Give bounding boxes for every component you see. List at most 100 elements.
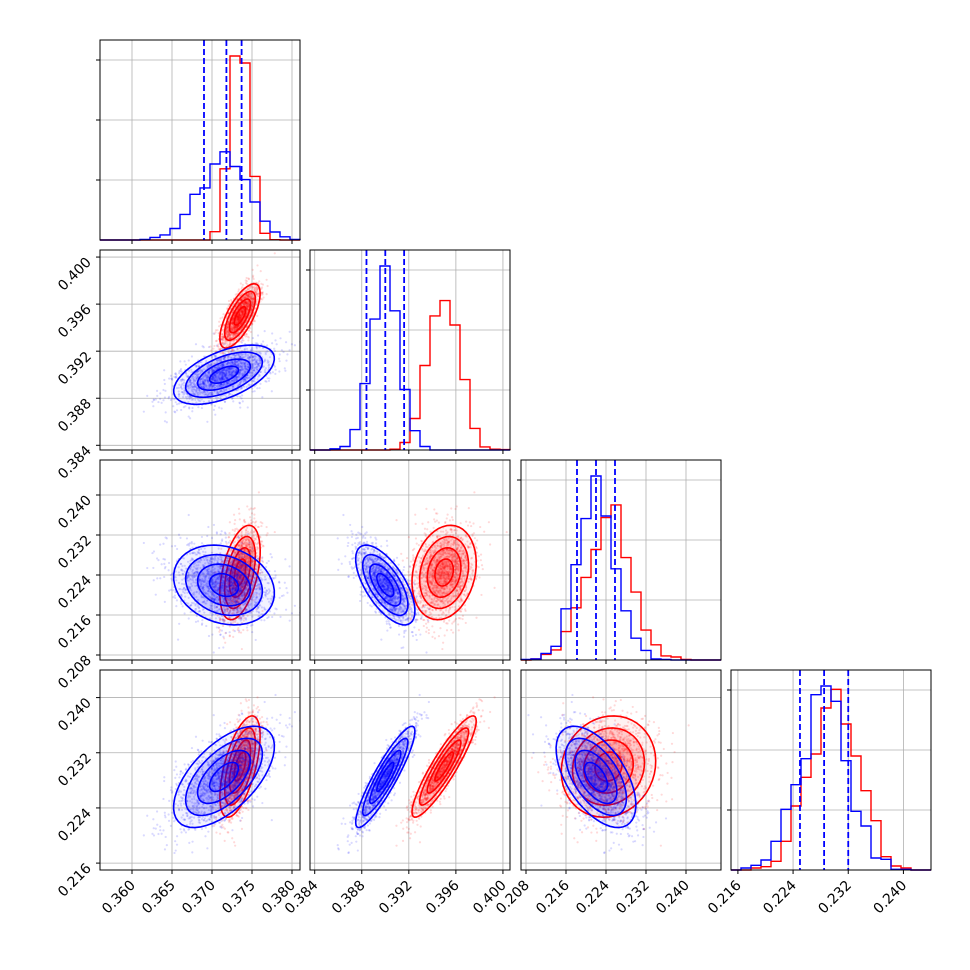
scatter-point (218, 371, 221, 374)
scatter-point (251, 285, 254, 289)
scatter-point (230, 371, 233, 374)
scatter-point (238, 318, 242, 322)
scatter-point (240, 309, 243, 312)
scatter-point (250, 299, 253, 303)
scatter-point (227, 382, 230, 385)
scatter-point (246, 304, 250, 308)
scatter-point (247, 365, 250, 369)
scatter-point (232, 400, 235, 403)
scatter-point (236, 347, 239, 351)
scatter-point (187, 400, 190, 404)
scatter-point (238, 313, 241, 317)
scatter-point (219, 359, 223, 362)
scatter-point (237, 318, 240, 321)
scatter-point (247, 292, 250, 295)
scatter-point (253, 286, 256, 289)
scatter-point (239, 317, 242, 320)
scatter-point (237, 313, 240, 316)
scatter-point (264, 367, 267, 370)
scatter-point (237, 315, 240, 318)
scatter-point (239, 355, 242, 358)
scatter-point (236, 319, 239, 322)
scatter-point (253, 385, 256, 388)
scatter-point (240, 309, 243, 312)
scatter-point (236, 319, 239, 322)
scatter-point (163, 420, 167, 423)
scatter-point (207, 365, 210, 368)
scatter-point (253, 517, 256, 520)
scatter-point (226, 363, 229, 366)
scatter-point (209, 383, 213, 387)
scatter-point (203, 393, 207, 396)
scatter-point (193, 383, 196, 386)
scatter-point (205, 374, 208, 377)
scatter-point (237, 320, 240, 323)
scatter-point (252, 297, 255, 300)
scatter-point (232, 334, 235, 337)
scatter-point (235, 377, 238, 380)
scatter-point (142, 410, 145, 413)
scatter-point (239, 368, 242, 371)
scatter-point (211, 375, 214, 378)
scatter-point (216, 329, 219, 332)
scatter-point (286, 353, 289, 356)
scatter-point (234, 354, 237, 358)
scatter-point (253, 380, 256, 383)
scatter-point (244, 378, 247, 381)
scatter-point (223, 352, 227, 355)
scatter-point (247, 301, 250, 304)
scatter-point (209, 397, 212, 400)
scatter-point (194, 393, 197, 396)
scatter-point (267, 364, 270, 367)
scatter-point (229, 360, 233, 363)
scatter-point (169, 398, 172, 402)
scatter-point (222, 372, 225, 376)
scatter-point (192, 378, 195, 381)
scatter-point (215, 372, 218, 375)
scatter-point (226, 307, 229, 310)
scatter-point (228, 374, 231, 377)
scatter-point (235, 325, 239, 328)
scatter-point (251, 306, 254, 309)
scatter-point (240, 298, 243, 302)
scatter-point (218, 390, 221, 393)
scatter-point (219, 342, 222, 346)
scatter-point (221, 374, 224, 377)
scatter-point (242, 310, 245, 313)
scatter-point (224, 339, 228, 342)
scatter-point (225, 345, 228, 348)
scatter-point (237, 319, 240, 322)
scatter-point (239, 317, 242, 320)
scatter-point (256, 314, 259, 317)
scatter-point (210, 393, 213, 396)
scatter-point (239, 316, 242, 320)
scatter-point (218, 359, 221, 362)
scatter-point (279, 337, 282, 340)
scatter-point (231, 367, 234, 370)
scatter-point (251, 276, 255, 279)
scatter-point (196, 387, 199, 390)
scatter-point (244, 379, 247, 382)
panel-1-1 (310, 250, 510, 450)
scatter-point (240, 387, 243, 390)
scatter-point (207, 345, 211, 349)
scatter-point (226, 330, 229, 333)
scatter-point (236, 315, 239, 318)
scatter-point (212, 379, 216, 382)
scatter-point (232, 317, 235, 320)
scatter-point (221, 339, 225, 342)
scatter-point (226, 362, 230, 365)
scatter-point (226, 362, 229, 365)
scatter-point (246, 306, 249, 309)
scatter-point (275, 343, 278, 346)
scatter-point (179, 378, 182, 382)
scatter-point (244, 301, 247, 304)
scatter-point (249, 297, 253, 300)
scatter-point (188, 397, 191, 401)
scatter-point (230, 361, 234, 365)
scatter-point (239, 322, 243, 325)
scatter-point (246, 376, 249, 379)
scatter-point (250, 297, 253, 301)
scatter-point (243, 303, 246, 306)
scatter-point (245, 294, 248, 297)
